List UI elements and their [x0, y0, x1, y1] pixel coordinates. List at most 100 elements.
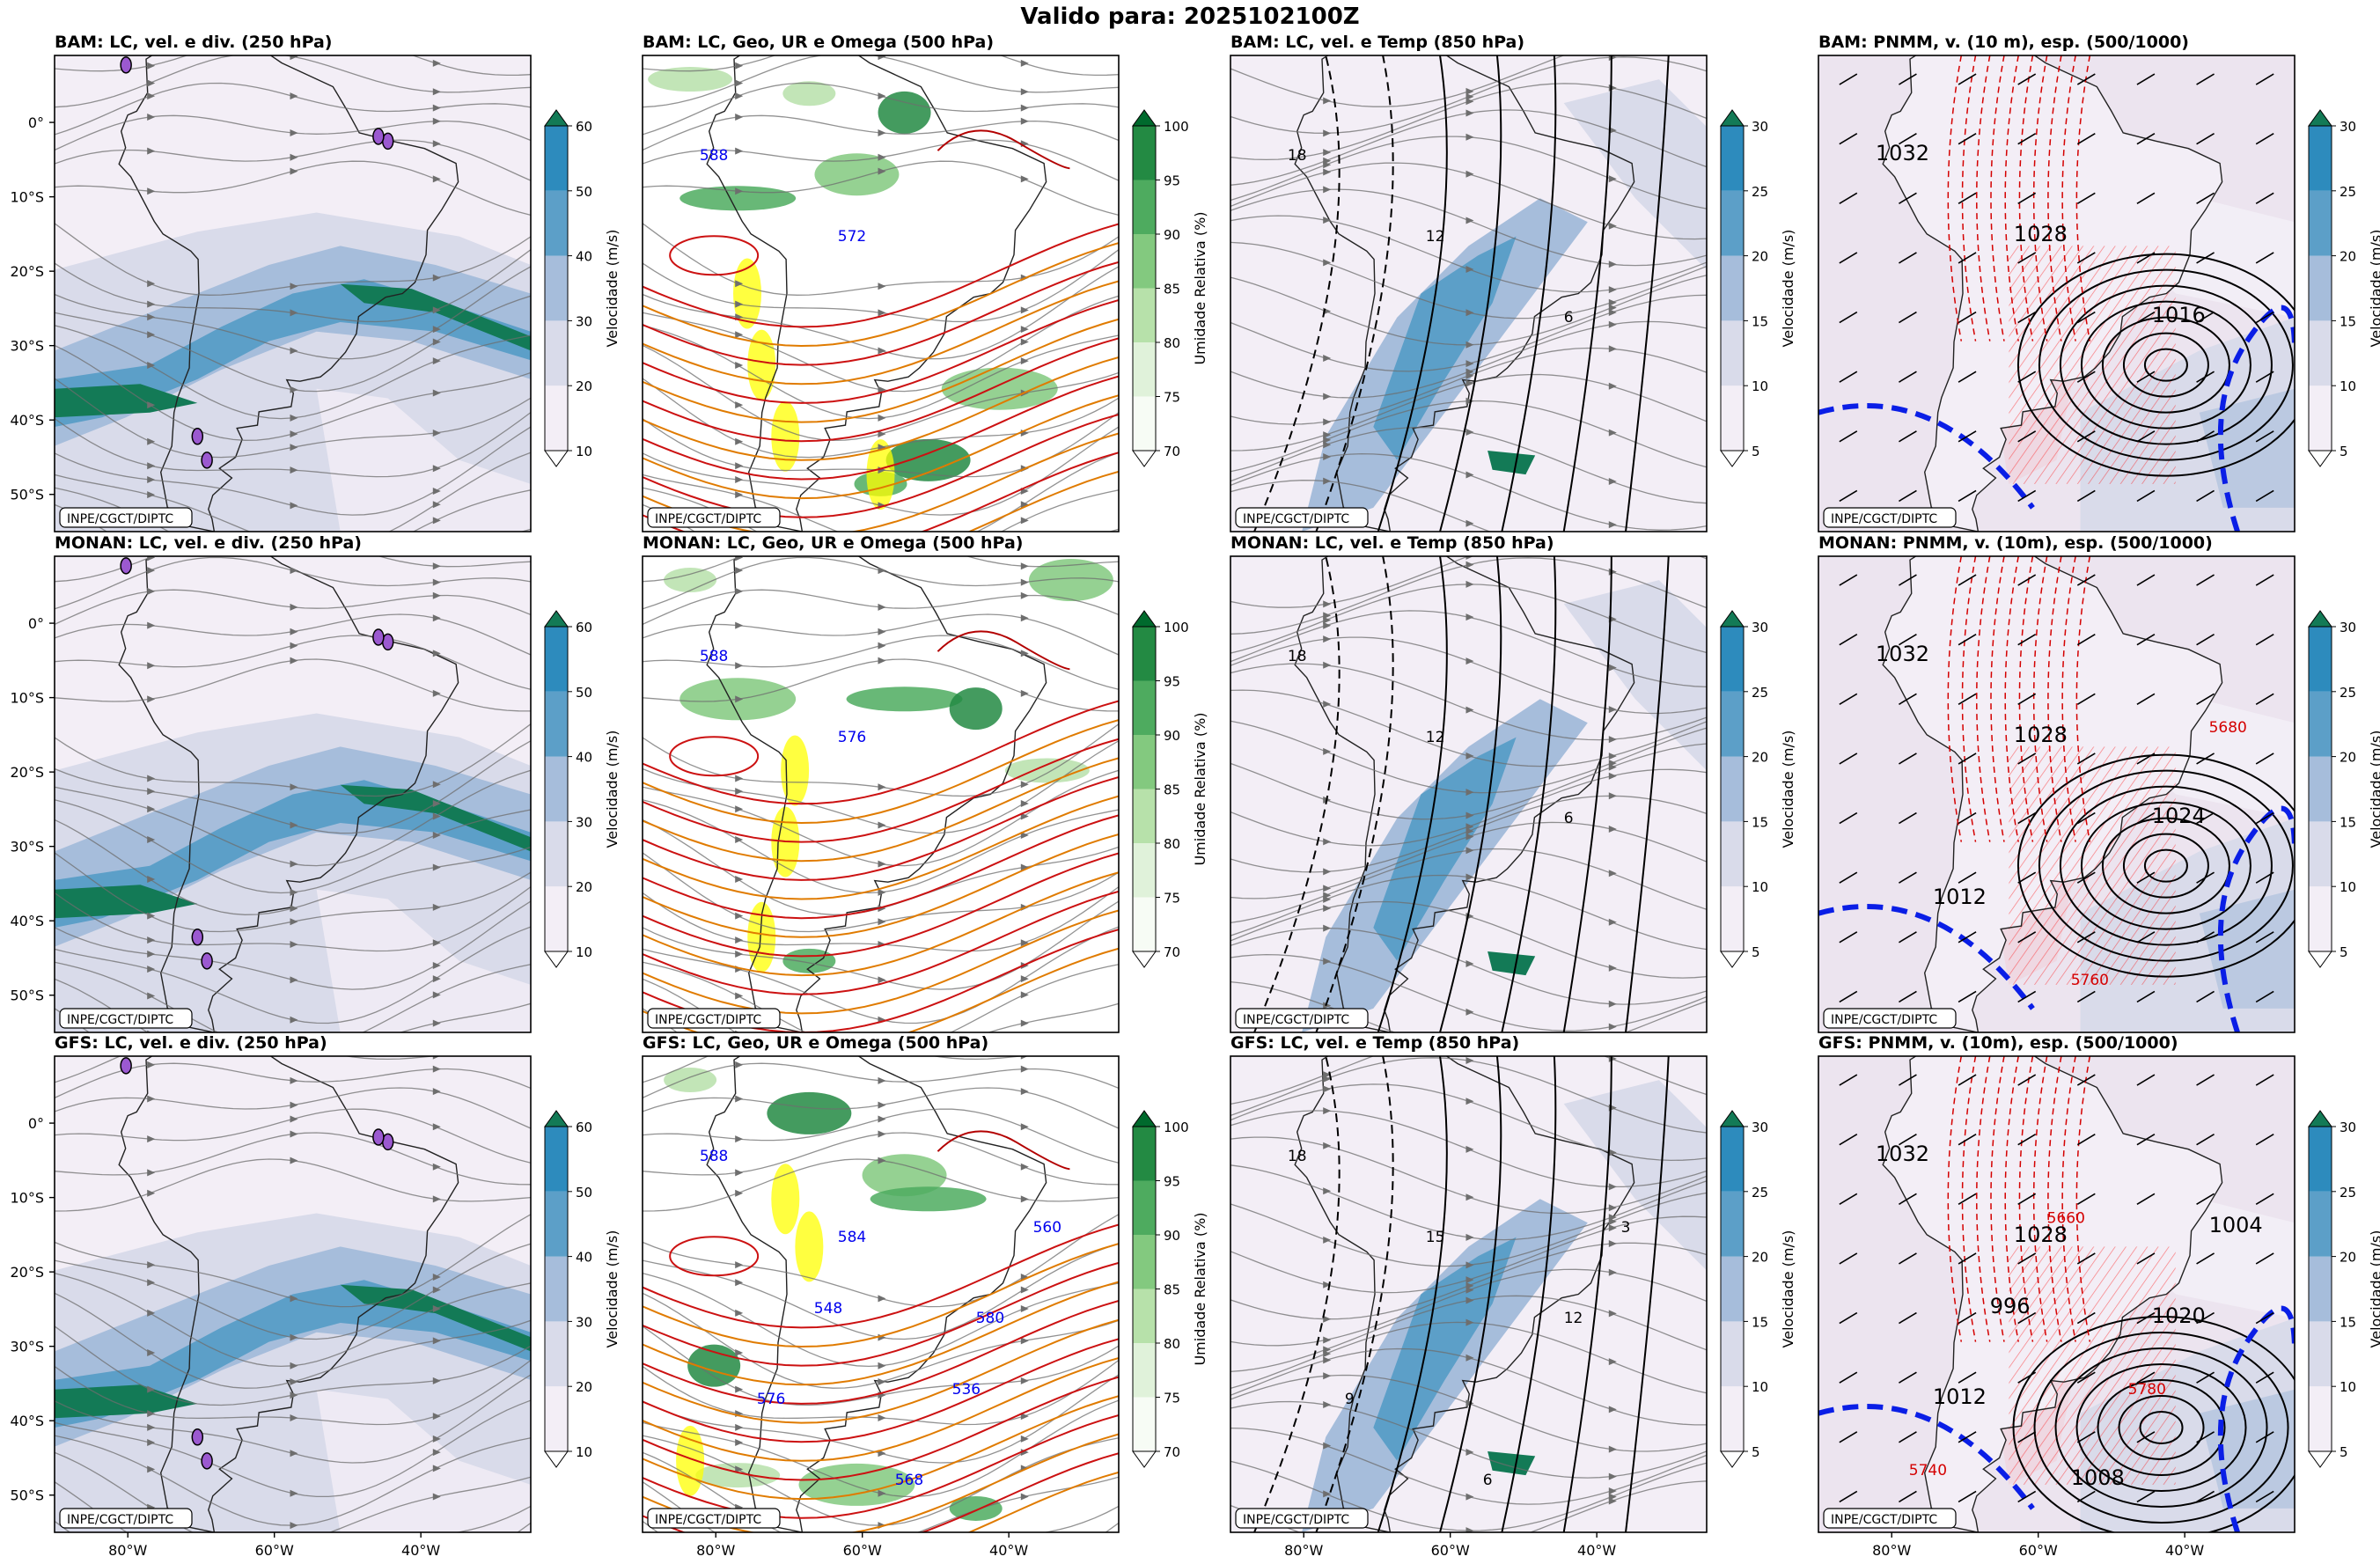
wind-barb: [1839, 871, 1858, 884]
wind-barb: [1899, 693, 1917, 705]
colorbar-tick-label: 20: [576, 1379, 592, 1395]
colorbar-segment: [545, 821, 568, 887]
wind-barb: [1839, 371, 1858, 383]
panel-frame: [1818, 1055, 2296, 1533]
wind-barb: [2017, 633, 2037, 646]
coastline: [1882, 1056, 2223, 1532]
streamline-arrow: [432, 274, 441, 282]
streamline-arrow: [290, 1362, 298, 1369]
wind-barb: [2255, 1371, 2274, 1384]
streamline-arrow: [432, 961, 441, 969]
colorbar-segment: [1133, 627, 1156, 681]
colorbar-segment: [2309, 756, 2332, 822]
contour-label: 5740: [1909, 1462, 1947, 1480]
wind-barb: [1958, 753, 1977, 765]
streamline-arrow: [147, 491, 156, 499]
colorbar-tick-label: 20: [576, 879, 592, 895]
streamline-arrow: [735, 147, 744, 155]
geopotential-contour: [643, 223, 1119, 328]
streamline-arrow: [432, 591, 441, 599]
panel-title: BAM: LC, Geo, UR e Omega (500 hPa): [643, 33, 994, 52]
colorbar-segment: [545, 627, 568, 692]
streamline-arrow: [878, 905, 886, 913]
wind-barb: [1958, 1133, 1977, 1146]
streamline-arrow: [1020, 501, 1029, 509]
streamline-arrow: [1323, 1490, 1332, 1498]
credit-box: [647, 1008, 781, 1029]
wind-barb: [1839, 574, 1858, 586]
thickness-5400-line: [1818, 1404, 2035, 1510]
colorbar-tick-label: 15: [2340, 313, 2356, 329]
contour-label: 15: [1426, 1229, 1445, 1246]
streamline-arrow: [878, 657, 886, 665]
panel-title: MONAN: LC, Geo, UR e Omega (500 hPa): [643, 533, 1023, 553]
streamline-arrow: [432, 578, 441, 586]
streamline-arrow: [290, 1076, 298, 1084]
geopotential-contour: [966, 1471, 1119, 1532]
isobar: [2101, 316, 2230, 414]
streamline-arrow: [1323, 1401, 1332, 1409]
contour-label: 1016: [2152, 303, 2206, 327]
streamline-arrow: [878, 430, 886, 438]
colorbar-extend-min: [2308, 1450, 2332, 1468]
streamline-arrow: [1020, 517, 1029, 525]
humidity-patch: [862, 1154, 947, 1197]
wind-barb: [2136, 132, 2156, 145]
streamline-arrow: [1465, 811, 1474, 819]
streamline-arrow: [290, 1156, 298, 1164]
coastline: [1294, 556, 1635, 1032]
streamline-arrow: [1323, 441, 1332, 449]
streamline: [55, 556, 531, 583]
humidity-patch: [885, 438, 971, 481]
wind-barb: [2017, 871, 2037, 884]
streamline-arrow: [1608, 1204, 1617, 1212]
colorbar-tick-label: 10: [1752, 378, 1768, 394]
streamline-arrow: [1608, 127, 1617, 135]
streamline-arrow: [735, 835, 744, 843]
contour-label: 18: [1288, 1148, 1307, 1165]
streamline-arrow: [1608, 763, 1617, 771]
wind-barb: [1958, 931, 1977, 944]
wind-barb: [2255, 1311, 2274, 1325]
wind-barb: [1958, 132, 1977, 145]
streamline-arrow: [878, 976, 886, 984]
colorbar-segment: [1133, 680, 1156, 735]
streamline-arrow: [147, 695, 156, 703]
credit-label: INPE/CGCT/DIPTC: [1831, 1013, 1937, 1027]
streamline-arrow: [147, 876, 156, 884]
wind-barb: [2196, 871, 2215, 884]
colorbar-tick-label: 90: [1164, 1228, 1180, 1244]
humidity-patch: [782, 948, 836, 973]
panel-title: GFS: LC, vel. e div. (250 hPa): [55, 1033, 327, 1053]
omega-patch: [781, 735, 810, 806]
colorbar-segment: [1721, 756, 1744, 822]
streamline-arrow: [147, 1543, 155, 1550]
colorbar-segment: [2309, 1127, 2332, 1192]
colorbar-segment: [1133, 180, 1156, 234]
streamline-arrow: [735, 1465, 744, 1473]
colorbar-segment: [1133, 735, 1156, 789]
wind-barb: [2136, 633, 2156, 646]
coastline: [118, 556, 459, 1032]
streamline-arrow: [1020, 338, 1029, 346]
colorbar-tick-label: 75: [1164, 1391, 1180, 1406]
streamline-arrow: [432, 1531, 434, 1532]
contour-label: 12: [1426, 729, 1445, 746]
wind-barb: [2076, 311, 2096, 324]
lat-tick-label: 40°S: [10, 913, 44, 929]
wind-barb: [2196, 489, 2215, 503]
wind-barb: [1958, 252, 1977, 264]
streamline-arrow: [432, 1449, 441, 1457]
streamline-arrow: [1465, 1296, 1474, 1304]
streamline-arrow: [878, 153, 886, 161]
streamline-arrow: [432, 1273, 441, 1281]
humidity-patch: [664, 1068, 717, 1093]
streamline-arrow: [1608, 382, 1617, 390]
streamline-arrow: [735, 300, 744, 308]
streamline-arrow: [878, 1362, 886, 1369]
hatch-area: [2009, 246, 2176, 484]
isobar: [2139, 1410, 2184, 1444]
humidity-patch: [878, 91, 931, 134]
panel-content: 1032 1028 1024 1012 5760 5680: [1818, 556, 2295, 1032]
speed-band: [55, 279, 531, 427]
